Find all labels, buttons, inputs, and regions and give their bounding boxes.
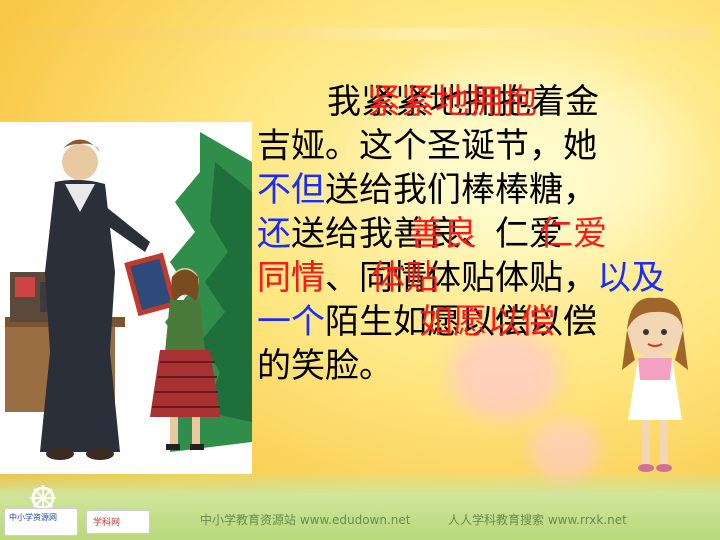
text-segment: 送给我善良、仁爱 xyxy=(291,214,563,254)
text-segment: 送给我们棒棒糖， xyxy=(325,170,597,210)
highlight-word: 体贴 xyxy=(371,258,439,298)
text-segment: 还 xyxy=(257,214,291,254)
flower-decoration xyxy=(450,330,560,420)
text-line: 一个陌生如愿以偿以偿 xyxy=(257,300,597,344)
text-segment: 同情、同情体贴体贴， xyxy=(257,258,597,298)
light-glow xyxy=(380,60,680,260)
top-light-bar xyxy=(12,28,708,40)
text-segment: 陌生如愿以偿以偿 xyxy=(325,302,597,342)
highlight-word: 善良 xyxy=(409,214,477,254)
footer-site-1: 中小学教育资源站 www.edudown.net xyxy=(200,513,411,527)
highlight-word: 仁爱 xyxy=(539,214,607,254)
edudown-logo: 中小学资源网 xyxy=(4,508,78,536)
text-segment: 吉娅。这个圣诞节，她 xyxy=(257,126,597,166)
highlight-word: 同情 xyxy=(257,258,325,298)
text-line: 同情、同情体贴体贴，以及 xyxy=(257,256,665,300)
text-segment: 不但 xyxy=(257,170,325,210)
flower-decoration xyxy=(530,420,600,480)
text-segment: 我紧紧地拥抱着金 xyxy=(327,82,599,122)
rrxk-logo: 学科网 xyxy=(86,510,150,534)
text-line: 我紧紧地拥抱着金 xyxy=(327,80,599,124)
text-line: 吉娅。这个圣诞节，她 xyxy=(257,124,597,168)
text-segment: 一个 xyxy=(257,302,325,342)
text-segment: 以及 xyxy=(597,258,665,298)
illustration-svg xyxy=(5,132,252,460)
text-line: 的笑脸。 xyxy=(257,344,393,388)
highlight-word: 如愿以偿 xyxy=(419,302,555,342)
text-line: 还送给我善良、仁爱 xyxy=(257,212,563,256)
text-line: 不但送给我们棒棒糖， xyxy=(257,168,597,212)
highlight-word: 紧紧地拥抱 xyxy=(367,82,537,122)
rrxk-logo-text: 学科网 xyxy=(93,518,121,528)
edudown-logo-text: 中小学资源网 xyxy=(9,513,57,522)
illustration-woman-and-girl xyxy=(0,122,252,474)
sun-logo-icon xyxy=(30,485,56,510)
text-segment: 的笑脸。 xyxy=(257,346,393,386)
footer-site-2: 人人学科教育搜索 www.rrxk.net xyxy=(448,513,627,527)
cartoon-girl-icon xyxy=(622,297,688,472)
